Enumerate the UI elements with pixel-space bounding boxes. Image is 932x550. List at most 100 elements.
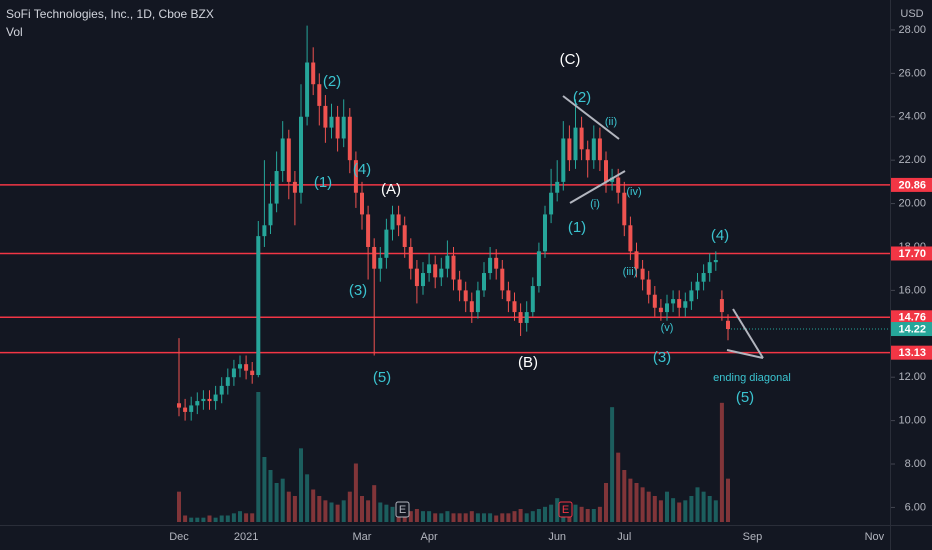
candle-body xyxy=(207,398,212,402)
candle-body xyxy=(329,116,334,128)
volume-bar xyxy=(421,511,425,522)
candle-body xyxy=(543,214,547,252)
volume-bar xyxy=(591,509,596,522)
candle-body xyxy=(707,262,712,274)
volume-bar xyxy=(518,509,523,522)
candle-body xyxy=(622,192,627,226)
candle-body xyxy=(341,116,346,139)
volume-bar xyxy=(207,515,212,522)
candle-body xyxy=(225,377,230,386)
candle-body xyxy=(390,214,395,230)
volume-bar xyxy=(189,517,194,522)
candle-body xyxy=(506,290,511,302)
candle-body xyxy=(231,368,236,378)
candle-body xyxy=(177,403,181,408)
volume-bar xyxy=(231,513,236,522)
y-tick-label: 20.00 xyxy=(898,197,926,209)
volume-bar xyxy=(408,511,413,522)
x-tick-label: Apr xyxy=(421,531,438,543)
candle-body xyxy=(439,268,444,278)
candle-body xyxy=(475,290,480,313)
candle-body xyxy=(555,181,560,193)
last-price-box xyxy=(891,322,932,337)
wave-label: (ii) xyxy=(605,116,617,128)
candle-body xyxy=(195,401,200,406)
volume-bar xyxy=(726,478,730,522)
candle-body xyxy=(421,273,425,287)
candle-body xyxy=(549,192,554,215)
wave-label: (C) xyxy=(560,51,581,68)
currency-label: USD xyxy=(900,8,923,20)
volume-bar xyxy=(305,474,310,522)
candle-body xyxy=(591,138,596,161)
level-box xyxy=(891,345,932,360)
candle-body xyxy=(597,138,602,161)
candle-body xyxy=(567,138,572,161)
candle-body xyxy=(299,116,303,193)
volume-bar xyxy=(671,498,676,522)
y-tick-label: 24.00 xyxy=(898,111,926,123)
candle-body xyxy=(634,251,639,269)
candle-body xyxy=(286,138,291,182)
earnings-marker[interactable] xyxy=(395,501,410,518)
volume-bar xyxy=(506,513,511,522)
level-label: 14.76 xyxy=(898,312,926,324)
wave-label: (2) xyxy=(323,73,341,90)
wave-label: ending diagonal xyxy=(713,372,791,384)
x-tick-label: Dec xyxy=(169,531,189,543)
wave-label: (5) xyxy=(373,369,391,386)
y-tick-label: 26.00 xyxy=(898,67,926,79)
y-tick-label: 16.00 xyxy=(898,284,926,296)
axis-layer: 6.008.0010.0012.0016.0018.0020.0022.0024… xyxy=(169,24,932,543)
candle-body xyxy=(658,307,663,313)
candle-body xyxy=(457,279,462,291)
volume-bar xyxy=(689,496,694,522)
y-tick-label: 6.00 xyxy=(905,501,926,513)
volume-bar xyxy=(213,517,218,522)
candle-body xyxy=(396,214,401,226)
candle-body xyxy=(646,279,651,295)
candle-layer xyxy=(177,25,730,421)
candle-body xyxy=(518,312,523,323)
y-tick-label: 28.00 xyxy=(898,24,926,36)
volume-bar xyxy=(353,463,358,522)
candle-body xyxy=(201,398,206,402)
wave-label: (iii) xyxy=(623,266,638,278)
wave-label: (B) xyxy=(518,354,538,371)
volume-bar xyxy=(549,504,554,522)
x-tick-label: Mar xyxy=(353,531,372,543)
candle-body xyxy=(317,84,322,106)
volume-bar xyxy=(384,504,389,522)
volume-bar xyxy=(579,506,584,522)
candle-body xyxy=(250,370,255,376)
candle-body xyxy=(262,225,267,237)
candle-body xyxy=(311,62,316,85)
volume-bar xyxy=(219,515,224,522)
volume-bar xyxy=(658,500,663,522)
earnings-marker-label: E xyxy=(562,504,569,516)
candle-body xyxy=(274,171,279,204)
volume-bar xyxy=(433,513,438,522)
volume-bar xyxy=(183,515,188,522)
volume-bar xyxy=(439,513,444,522)
volume-bar xyxy=(286,491,291,522)
volume-bar xyxy=(713,500,718,522)
volume-bar xyxy=(360,496,364,522)
candle-body xyxy=(713,260,718,263)
candle-body xyxy=(610,177,615,182)
wave-label: (4) xyxy=(353,161,371,178)
volume-bar xyxy=(427,511,432,522)
wave-label: (1) xyxy=(314,174,332,191)
volume-bar xyxy=(652,496,657,522)
candle-body xyxy=(701,273,706,282)
candle-body xyxy=(719,299,724,313)
volume-bar xyxy=(488,513,493,522)
earnings-marker[interactable] xyxy=(558,501,573,518)
wave-label: (i) xyxy=(590,198,600,210)
volume-bar xyxy=(323,500,328,522)
volume-bar xyxy=(244,513,249,522)
volume-bar xyxy=(262,457,267,522)
level-label: 20.86 xyxy=(898,179,926,191)
volume-bar xyxy=(640,487,645,522)
candle-body xyxy=(695,281,700,291)
